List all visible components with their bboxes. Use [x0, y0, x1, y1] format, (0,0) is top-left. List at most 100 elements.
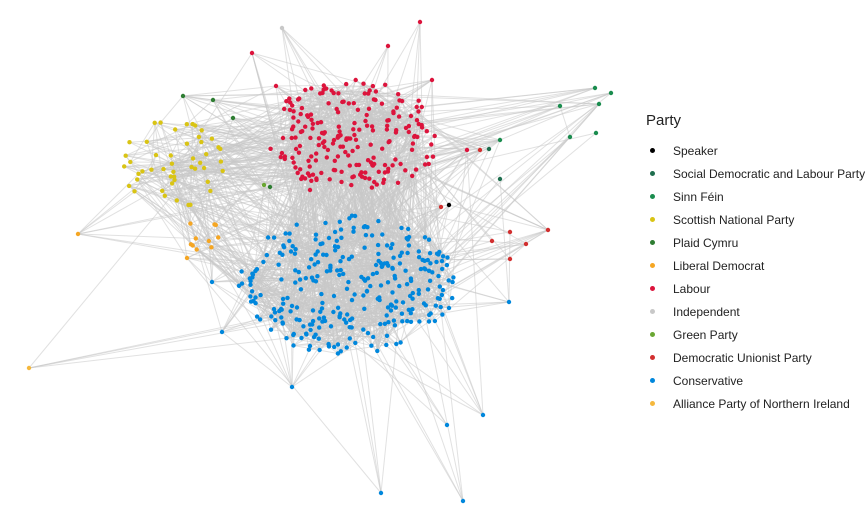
network-node	[253, 301, 258, 306]
network-node	[424, 154, 430, 160]
network-node	[355, 144, 360, 150]
network-edge	[307, 139, 501, 174]
network-node	[507, 256, 513, 262]
network-node	[405, 250, 410, 256]
network-node	[316, 142, 321, 148]
network-node	[332, 158, 337, 163]
network-node	[388, 308, 394, 313]
network-edge	[362, 329, 464, 502]
network-node	[397, 253, 403, 259]
network-node	[248, 299, 254, 304]
network-node	[507, 229, 513, 235]
network-node	[161, 166, 166, 172]
network-node	[397, 283, 402, 289]
network-node	[320, 300, 325, 306]
network-node	[412, 134, 417, 139]
network-node	[291, 343, 296, 348]
network-edge	[291, 321, 389, 388]
network-edge	[170, 123, 188, 156]
network-node	[190, 156, 196, 161]
network-node	[210, 97, 216, 103]
network-edge	[434, 320, 484, 416]
network-node	[153, 152, 159, 158]
network-edge	[212, 99, 303, 132]
network-edge	[273, 103, 350, 238]
network-node	[347, 325, 352, 330]
network-node	[378, 283, 384, 288]
network-node	[192, 166, 198, 171]
network-node	[340, 144, 346, 149]
network-edge	[173, 176, 189, 206]
network-node	[384, 342, 389, 348]
network-edge	[391, 149, 481, 306]
network-node	[331, 167, 336, 173]
network-edge	[364, 93, 419, 102]
network-node	[352, 292, 357, 297]
network-node	[545, 227, 551, 233]
network-edge	[251, 252, 281, 292]
network-edge	[138, 161, 221, 175]
network-node	[362, 91, 367, 96]
network-node	[437, 284, 442, 289]
network-node	[388, 245, 394, 251]
network-edge	[255, 270, 298, 308]
legend-swatch	[650, 355, 655, 360]
network-node	[347, 163, 352, 168]
network-edge	[359, 120, 366, 175]
network-node	[398, 340, 403, 345]
network-edge	[338, 126, 364, 330]
network-node	[380, 146, 385, 151]
network-node	[271, 306, 277, 312]
network-edge	[414, 136, 501, 141]
network-node	[460, 498, 466, 504]
network-edge	[410, 115, 501, 141]
network-node	[416, 287, 421, 293]
network-node	[352, 120, 357, 126]
network-node	[171, 174, 177, 179]
network-node	[184, 122, 189, 127]
network-edge	[412, 243, 527, 310]
network-node	[434, 259, 439, 265]
network-node	[258, 292, 263, 298]
network-node	[324, 269, 330, 274]
network-node	[313, 237, 318, 242]
network-node	[135, 177, 140, 182]
network-node	[254, 314, 260, 319]
network-node	[289, 384, 295, 390]
network-node	[209, 279, 215, 285]
network-node	[317, 316, 322, 321]
network-node	[201, 165, 207, 171]
network-edge	[322, 149, 468, 244]
network-node	[277, 250, 282, 255]
network-edge	[295, 243, 321, 250]
network-edge	[357, 99, 400, 111]
network-node	[250, 272, 256, 277]
network-node	[126, 183, 132, 189]
network-edge	[286, 329, 311, 339]
network-node	[419, 125, 425, 130]
network-edge	[136, 179, 188, 259]
network-node	[168, 174, 173, 179]
network-node	[332, 344, 337, 350]
network-node	[338, 259, 343, 264]
network-node	[317, 347, 322, 353]
network-node	[290, 155, 295, 160]
network-node	[122, 164, 127, 169]
network-node	[324, 252, 329, 258]
network-node	[399, 98, 405, 104]
network-edge	[203, 167, 213, 283]
network-edge	[309, 99, 376, 177]
network-node	[592, 85, 598, 91]
network-node	[321, 315, 327, 320]
network-node	[310, 126, 315, 131]
network-node	[315, 249, 320, 254]
network-node	[316, 336, 321, 341]
network-node	[410, 307, 415, 312]
network-node	[450, 295, 455, 301]
network-node	[249, 50, 255, 56]
network-edge	[366, 227, 377, 266]
network-node	[390, 266, 395, 271]
network-node	[199, 139, 204, 145]
network-edge	[293, 342, 356, 346]
network-edge	[208, 240, 301, 281]
